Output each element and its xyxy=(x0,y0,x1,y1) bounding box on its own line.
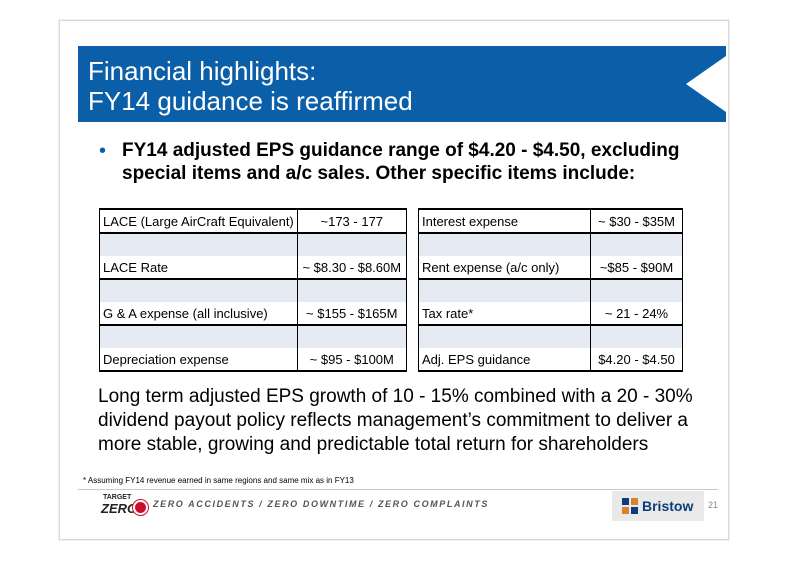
table-spacer-row xyxy=(418,233,683,256)
footnote: * Assuming FY14 revenue earned in same r… xyxy=(83,476,354,485)
table-spacer-row xyxy=(99,325,407,348)
page-number: 21 xyxy=(708,500,719,510)
bristow-logo: Bristow xyxy=(612,491,704,521)
title-arrow-decoration xyxy=(686,56,726,112)
table-spacer-row xyxy=(99,233,407,256)
guidance-value: $4.20 - $4.50 xyxy=(590,348,683,372)
logo-zero-text: ZERO xyxy=(101,501,138,516)
guidance-value: ~173 - 177 xyxy=(296,208,407,234)
footer-divider xyxy=(78,489,718,490)
table-row: LACE (Large AirCraft Equivalent) ~173 - … xyxy=(99,208,407,234)
target-icon xyxy=(133,500,148,515)
table-row: Rent expense (a/c only) ~$85 - $90M xyxy=(418,256,683,280)
title-bar xyxy=(78,46,726,122)
guidance-label: LACE Rate xyxy=(99,256,298,280)
guidance-label: LACE (Large AirCraft Equivalent) xyxy=(99,208,298,234)
bristow-mark-icon xyxy=(622,498,638,514)
table-row: Depreciation expense ~ $95 - $100M xyxy=(99,348,407,372)
footer-tagline: ZERO ACCIDENTS / ZERO DOWNTIME / ZERO CO… xyxy=(153,499,489,509)
guidance-label: Depreciation expense xyxy=(99,348,298,372)
bristow-wordmark: Bristow xyxy=(642,498,694,514)
table-row: LACE Rate ~ $8.30 - $8.60M xyxy=(99,256,407,280)
logo-target-text: TARGET xyxy=(103,494,132,501)
guidance-value: ~$85 - $90M xyxy=(590,256,683,280)
guidance-value: ~ $155 - $165M xyxy=(296,302,407,326)
guidance-value: ~ $95 - $100M xyxy=(296,348,407,372)
table-row: G & A expense (all inclusive) ~ $155 - $… xyxy=(99,302,407,326)
title-line-2: FY14 guidance is reaffirmed xyxy=(88,86,413,116)
guidance-label: Adj. EPS guidance xyxy=(418,348,591,372)
title-line-1: Financial highlights: xyxy=(88,56,317,86)
guidance-value: ~ $8.30 - $8.60M xyxy=(296,256,407,280)
guidance-table-left: LACE (Large AirCraft Equivalent) ~173 - … xyxy=(99,208,407,372)
guidance-label: Interest expense xyxy=(418,208,591,234)
table-row: Tax rate* ~ 21 - 24% xyxy=(418,302,683,326)
guidance-value: ~ 21 - 24% xyxy=(590,302,683,326)
bullet-marker: • xyxy=(99,140,107,162)
long-term-statement: Long term adjusted EPS growth of 10 - 15… xyxy=(98,386,693,455)
guidance-table-right: Interest expense ~ $30 - $35M Rent expen… xyxy=(418,208,683,372)
table-spacer-row xyxy=(99,279,407,302)
table-row: Interest expense ~ $30 - $35M xyxy=(418,208,683,234)
guidance-label: G & A expense (all inclusive) xyxy=(99,302,298,326)
guidance-value: ~ $30 - $35M xyxy=(590,208,683,234)
table-row: Adj. EPS guidance $4.20 - $4.50 xyxy=(418,348,683,372)
target-zero-logo: TARGET ZERO xyxy=(99,494,148,516)
guidance-label: Rent expense (a/c only) xyxy=(418,256,591,280)
guidance-label: Tax rate* xyxy=(418,302,591,326)
bullet-text: FY14 adjusted EPS guidance range of $4.2… xyxy=(122,140,680,184)
table-spacer-row xyxy=(418,325,683,348)
table-spacer-row xyxy=(418,279,683,302)
